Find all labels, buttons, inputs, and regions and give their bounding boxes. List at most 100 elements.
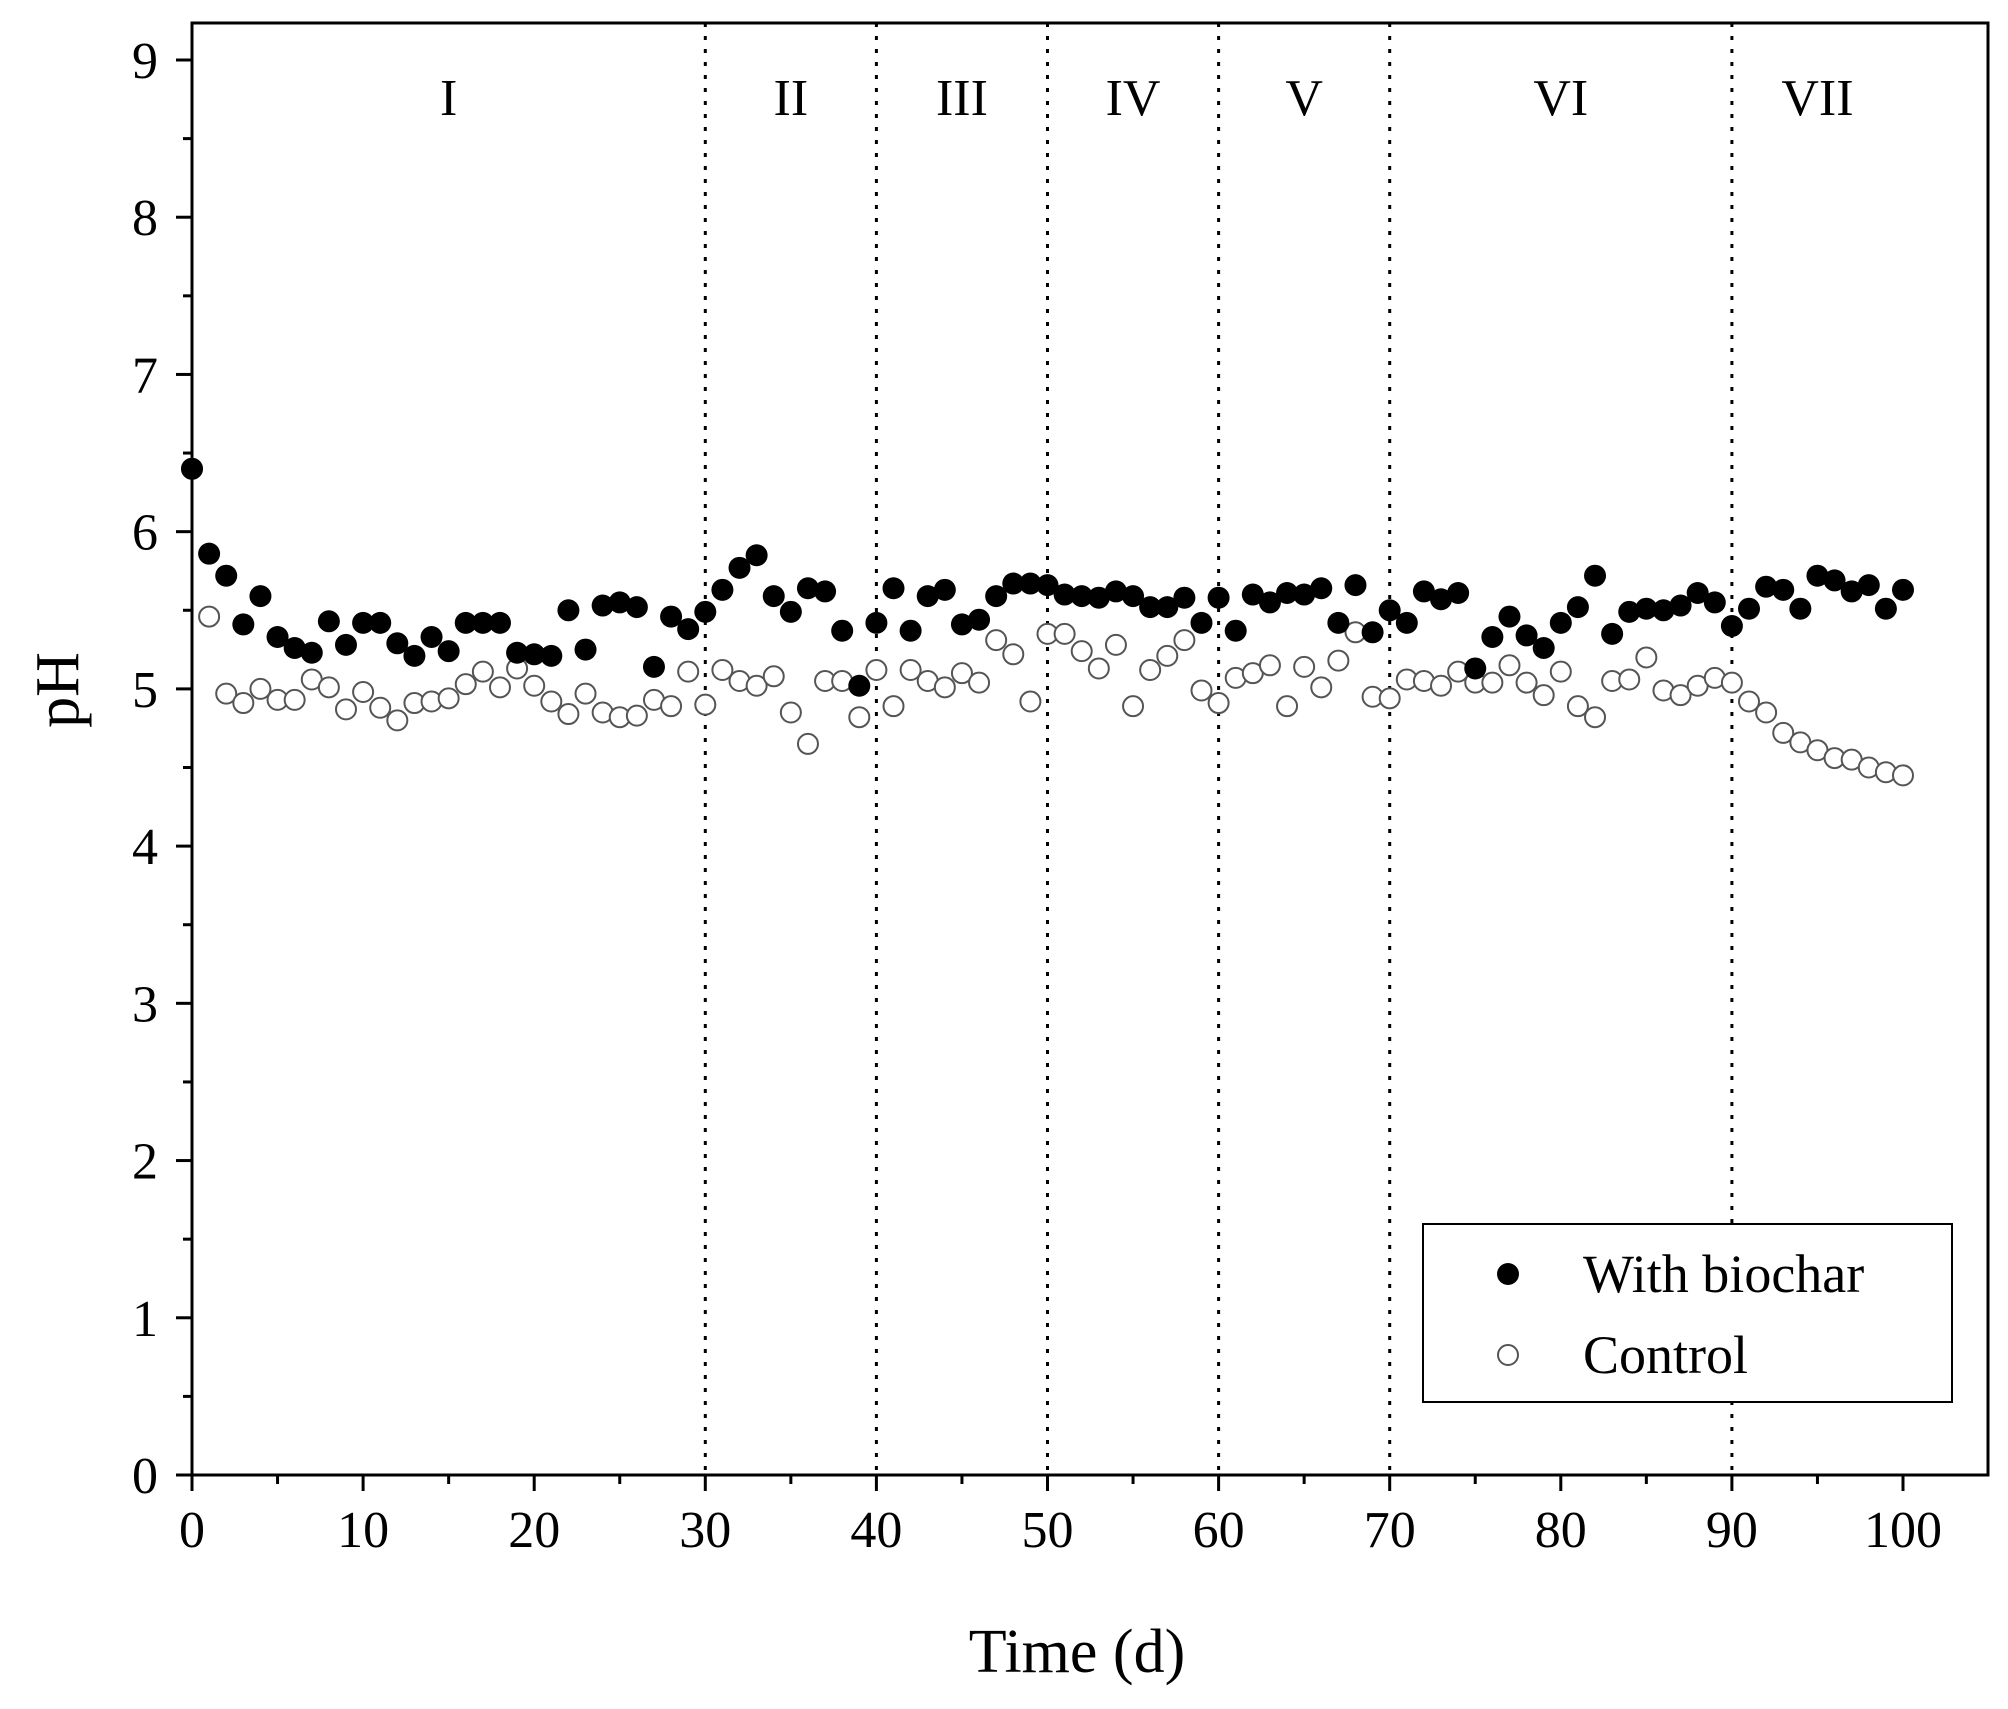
biochar-point [1053, 583, 1076, 606]
biochar-point [1412, 580, 1435, 603]
control-point [1532, 684, 1555, 707]
biochar-point [1840, 580, 1863, 603]
y-tick-label: 5 [132, 662, 158, 719]
y-tick-label: 0 [132, 1448, 158, 1505]
biochar-point [1224, 619, 1247, 642]
biochar-point [1601, 622, 1624, 645]
control-point [1087, 657, 1110, 680]
control-point [933, 676, 956, 699]
phase-label: V [1285, 70, 1323, 127]
biochar-point [386, 632, 409, 655]
phase-label: VII [1781, 70, 1853, 127]
biochar-point [1430, 588, 1453, 611]
biochar-point [523, 643, 546, 666]
control-point [1378, 687, 1401, 710]
biochar-point [215, 564, 238, 587]
y-axis-label: pH [24, 652, 92, 728]
control-point [1669, 684, 1692, 707]
biochar-point [968, 608, 991, 631]
x-tick-label: 90 [1706, 1502, 1758, 1559]
biochar-point [1566, 596, 1589, 619]
legend-box [1422, 1223, 1953, 1403]
y-tick-label: 1 [132, 1291, 158, 1348]
biochar-point [728, 556, 751, 579]
x-axis-label: Time (d) [969, 1618, 1185, 1686]
control-point [1566, 695, 1589, 718]
biochar-point [1823, 569, 1846, 592]
biochar-point [300, 641, 323, 664]
biochar-point [1087, 586, 1110, 609]
control-point [1515, 671, 1538, 694]
biochar-point [694, 600, 717, 623]
biochar-point [1669, 594, 1692, 617]
control-point [1738, 690, 1761, 713]
y-tick-label: 6 [132, 505, 158, 562]
control-point [249, 677, 272, 700]
biochar-point [1293, 583, 1316, 606]
control-point [1310, 676, 1333, 699]
biochar-point [266, 626, 289, 649]
control-point [1327, 649, 1350, 672]
biochar-point [1584, 564, 1607, 587]
control-point [215, 682, 238, 705]
control-point [865, 659, 888, 682]
control-point [488, 676, 511, 699]
biochar-point [882, 577, 905, 600]
biochar-point [1686, 581, 1709, 604]
biochar-point [745, 544, 768, 567]
control-point [1053, 622, 1076, 645]
biochar-point [796, 577, 819, 600]
biochar-point [454, 611, 477, 634]
biochar-point [762, 585, 785, 608]
control-point [437, 687, 460, 710]
control-point [454, 673, 477, 696]
control-point [574, 682, 597, 705]
biochar-point [1276, 581, 1299, 604]
biochar-point [1173, 586, 1196, 609]
control-point [1549, 660, 1572, 683]
control-point [1156, 644, 1179, 667]
legend-label-biochar: With biochar [1583, 1244, 1864, 1304]
x-tick-label: 20 [508, 1502, 560, 1559]
x-tick-label: 80 [1535, 1502, 1587, 1559]
control-point [1139, 659, 1162, 682]
control-point [334, 698, 357, 721]
biochar-point [352, 611, 375, 634]
biochar-point [1515, 624, 1538, 647]
control-point [352, 681, 375, 704]
biochar-point [591, 594, 614, 617]
biochar-point [1258, 591, 1281, 614]
legend-label-control: Control [1583, 1325, 1748, 1385]
control-point [1618, 668, 1641, 691]
biochar-point [437, 640, 460, 663]
biochar-point [1241, 583, 1264, 606]
x-tick-label: 0 [179, 1502, 205, 1559]
biochar-point [557, 599, 580, 622]
biochar-point [642, 655, 665, 678]
biochar-point [471, 611, 494, 634]
y-tick-label: 3 [132, 976, 158, 1033]
biochar-point [1720, 615, 1743, 637]
control-point [232, 692, 255, 715]
control-point [198, 605, 221, 628]
control-point [1755, 701, 1778, 724]
biochar-point [1036, 574, 1059, 597]
control-point [283, 688, 306, 711]
biochar-point [1447, 581, 1470, 604]
biochar-point [334, 633, 357, 656]
legend-marker-control [1497, 1344, 1519, 1366]
biochar-point [232, 613, 255, 636]
control-point [694, 693, 717, 716]
control-point [557, 703, 580, 726]
plot-frame [190, 21, 1990, 1477]
biochar-point [1139, 596, 1162, 619]
control-point [1207, 692, 1230, 715]
control-point [1019, 690, 1042, 713]
biochar-point [831, 619, 854, 642]
biochar-point [506, 641, 529, 664]
biochar-point [848, 674, 871, 697]
biochar-point [1327, 611, 1350, 634]
control-point [471, 660, 494, 683]
control-point [386, 709, 409, 732]
